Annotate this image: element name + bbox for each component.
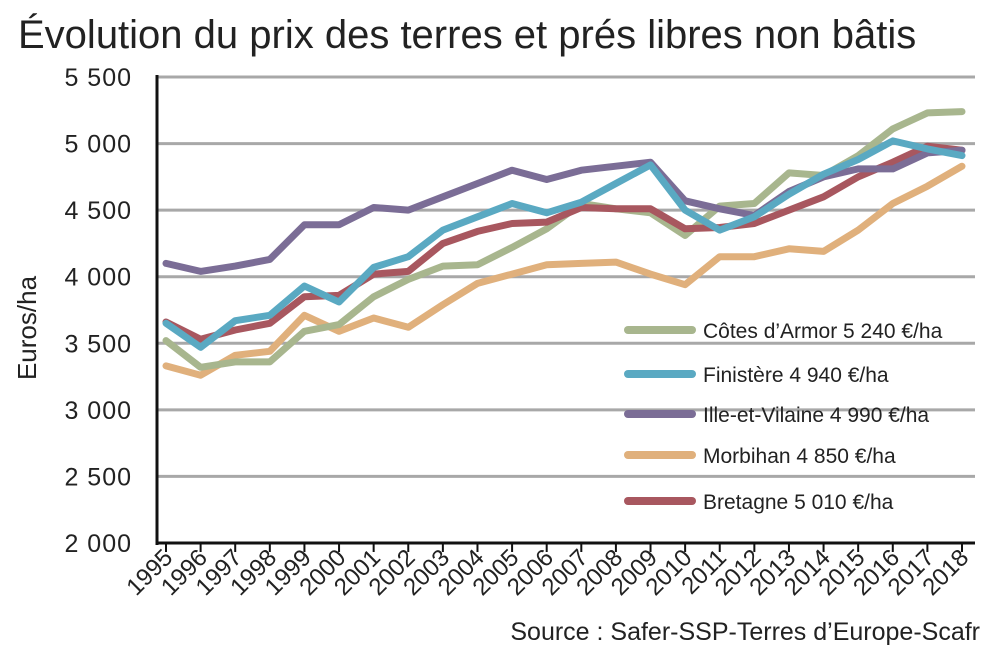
legend-label: Côtes d’Armor 5 240 €/ha: [703, 320, 943, 343]
y-axis-label: Euros/ha: [12, 275, 42, 380]
series-lines: [162, 108, 966, 379]
legend-label: Bretagne 5 010 €/ha: [703, 491, 894, 514]
legend: Côtes d’Armor 5 240 €/ha Finistère 4 940 …: [624, 320, 943, 514]
y-tick-label: 5 500: [64, 64, 132, 92]
y-tick-label: 2 000: [64, 530, 132, 558]
chart-title: Évolution du prix des terres et prés lib…: [18, 12, 916, 57]
legend-label: Morbihan 4 850 €/ha: [703, 445, 896, 468]
series-line: [162, 146, 966, 275]
y-tick-label: 3 000: [64, 397, 132, 425]
legend-label: Finistère 4 940 €/ha: [703, 364, 889, 387]
y-tick-label: 5 000: [64, 131, 132, 159]
y-tick-label: 2 500: [64, 463, 132, 491]
legend-label: Ille-et-Vilaine 4 990 €/ha: [703, 404, 929, 427]
series-line: [162, 137, 966, 351]
series-line: [162, 142, 966, 343]
series-line: [162, 162, 966, 379]
y-tick-label: 4 000: [64, 264, 132, 292]
y-tick-label: 3 500: [64, 330, 132, 358]
axes: [155, 75, 975, 545]
y-axis-ticks: 2 000 2 500 3 000 3 500 4 000 4 500 5 000 5 500: [64, 64, 132, 558]
y-tick-label: 4 500: [64, 197, 132, 225]
x-axis-ticks: 1995199619971998199920002001200220032004…: [121, 543, 974, 601]
source-note: Source : Safer-SSP-Terres d’Europe-Scafr: [510, 618, 980, 646]
